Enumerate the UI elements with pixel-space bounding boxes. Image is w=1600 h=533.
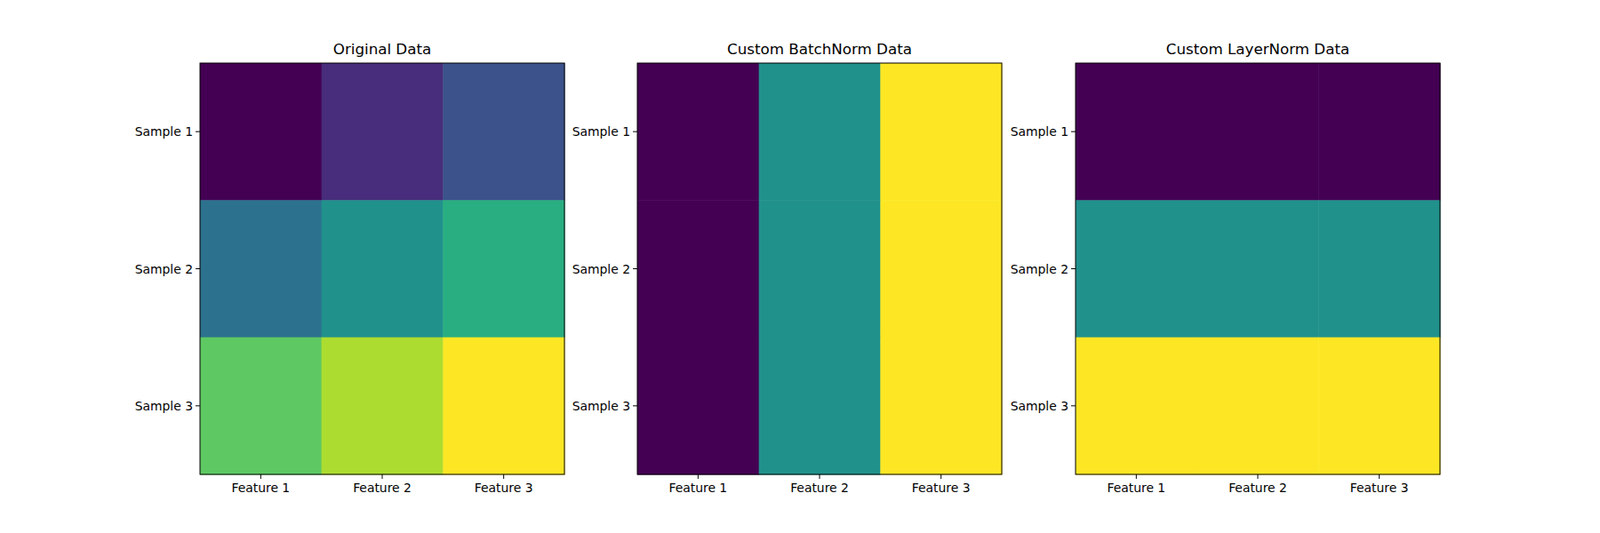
heat-cell <box>442 200 565 338</box>
y-tick <box>1071 405 1076 407</box>
x-tick-label: Feature 1 <box>1106 480 1166 496</box>
heat-cell <box>1318 63 1440 201</box>
x-tick <box>819 474 821 480</box>
x-tick <box>260 474 262 480</box>
heat-cell <box>1075 200 1198 338</box>
y-tick <box>1071 131 1076 133</box>
x-tick-label: Feature 1 <box>231 480 290 496</box>
x-tick <box>1136 474 1137 480</box>
heat-cell <box>759 63 881 201</box>
heat-cell <box>1318 200 1440 338</box>
heat-cell <box>200 63 322 201</box>
x-tick-label: Feature 3 <box>1350 480 1409 496</box>
panel: Custom BatchNorm Data Feature 1 Feature 2 F… <box>572 40 1003 496</box>
x-tick <box>940 474 942 480</box>
heat-cell <box>442 63 565 201</box>
heat-cell <box>880 63 1002 201</box>
y-tick-label: Sample 2 <box>1010 262 1069 277</box>
axes-frame <box>637 63 1002 475</box>
panel: Original Data Feature 1 Feature 2 Feature 3… <box>135 40 566 496</box>
y-tick <box>632 131 638 133</box>
y-tick-label: Sample 1 <box>135 124 193 139</box>
panel: Custom LayerNorm Data Feature 1 Feature 2 F… <box>1010 40 1441 496</box>
x-tick-label: Feature 2 <box>790 480 849 496</box>
heat-cell <box>759 200 881 338</box>
heat-cell <box>321 200 444 338</box>
x-tick <box>382 474 384 480</box>
heat-cell <box>1197 200 1320 338</box>
heat-cell <box>1318 337 1440 476</box>
y-tick <box>632 405 638 407</box>
x-tick <box>1257 474 1259 480</box>
heat-cell <box>759 337 881 476</box>
y-tick <box>195 405 200 407</box>
x-tick <box>503 474 504 480</box>
y-tick-label: Sample 3 <box>135 399 193 414</box>
y-tick <box>1071 268 1076 270</box>
heat-cell <box>1075 337 1198 476</box>
heat-cell <box>880 200 1002 338</box>
heat-cell <box>1197 337 1320 476</box>
y-tick-label: Sample 1 <box>1010 124 1069 139</box>
heat-cell <box>637 63 760 201</box>
heat-cell <box>442 337 565 476</box>
y-tick-label: Sample 1 <box>572 124 631 139</box>
heat-cell <box>200 200 322 338</box>
title: Custom BatchNorm Data <box>727 40 912 58</box>
heat-cell <box>321 63 444 201</box>
axes-frame <box>200 63 565 475</box>
x-tick-label: Feature 1 <box>668 480 728 496</box>
x-tick-label: Feature 2 <box>1228 480 1288 496</box>
y-tick <box>195 268 200 270</box>
y-tick-label: Sample 3 <box>1010 399 1069 414</box>
x-tick <box>1378 474 1380 480</box>
x-tick <box>697 474 699 480</box>
x-tick-label: Feature 3 <box>912 480 971 496</box>
heat-cell <box>1075 63 1198 201</box>
y-tick-label: Sample 2 <box>135 262 193 277</box>
chart-canvas: Original Data Feature 1 Feature 2 Feature 3… <box>0 0 1600 533</box>
x-tick-label: Feature 2 <box>352 480 412 496</box>
y-tick <box>632 268 638 270</box>
y-tick-label: Sample 3 <box>572 399 631 414</box>
title: Custom LayerNorm Data <box>1166 40 1350 58</box>
x-tick-label: Feature 3 <box>474 480 534 496</box>
title: Original Data <box>333 40 432 58</box>
figure: Original Data Feature 1 Feature 2 Feature 3… <box>0 0 1600 533</box>
heat-cell <box>200 337 322 476</box>
y-tick <box>195 131 200 133</box>
y-tick-label: Sample 2 <box>572 262 631 277</box>
heat-cell <box>321 337 444 476</box>
heat-cell <box>637 337 760 476</box>
axes-frame <box>1075 63 1440 475</box>
heat-cell <box>880 337 1002 476</box>
heat-cell <box>1197 63 1320 201</box>
heat-cell <box>637 200 760 338</box>
